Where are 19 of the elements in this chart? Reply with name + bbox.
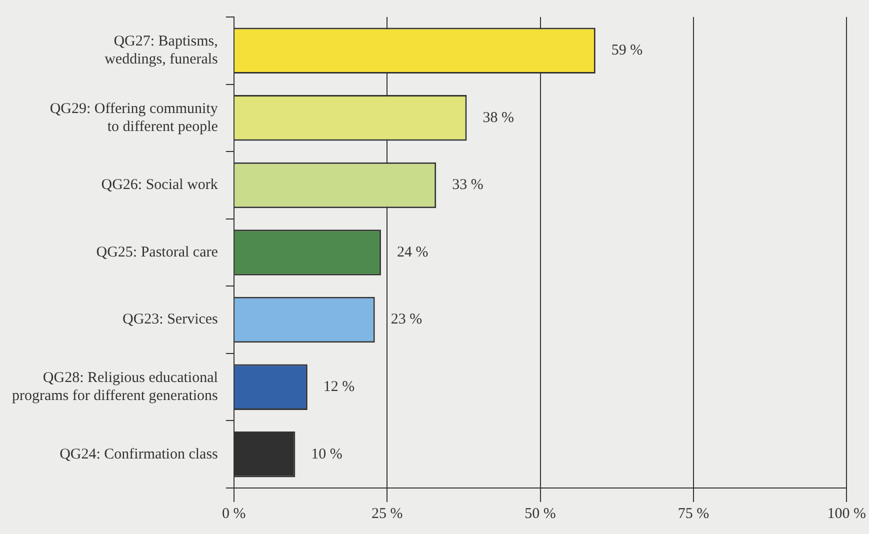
x-tick-label: 50 % [524, 506, 556, 522]
data-label: 38 % [482, 110, 514, 126]
y-tick-label: QG27: Baptisms, weddings, funerals [104, 34, 218, 68]
data-label: 10 % [311, 446, 342, 462]
data-label: 24 % [396, 244, 428, 260]
x-tick-label: 25 % [371, 506, 403, 522]
y-tick-label: QG28: Religious educational programs for different generations [12, 370, 218, 404]
y-tick-label: QG25: Pastoral care [96, 244, 218, 260]
data-label: 59 % [611, 42, 643, 59]
y-tick-label: QG23: Services [122, 312, 218, 328]
data-label: 12 % [323, 379, 355, 396]
y-tick-label: QG24: Confirmation class [60, 446, 218, 462]
data-label: 23 % [390, 312, 422, 328]
x-tick-label: 75 % [678, 506, 710, 522]
data-label: 33 % [452, 177, 484, 194]
y-tick-label: QG26: Social work [101, 177, 218, 194]
y-tick-label: QG29: Offering community to different people [50, 100, 218, 135]
x-tick-label: 100 % [827, 506, 866, 522]
x-tick-label: 0 % [222, 506, 246, 522]
